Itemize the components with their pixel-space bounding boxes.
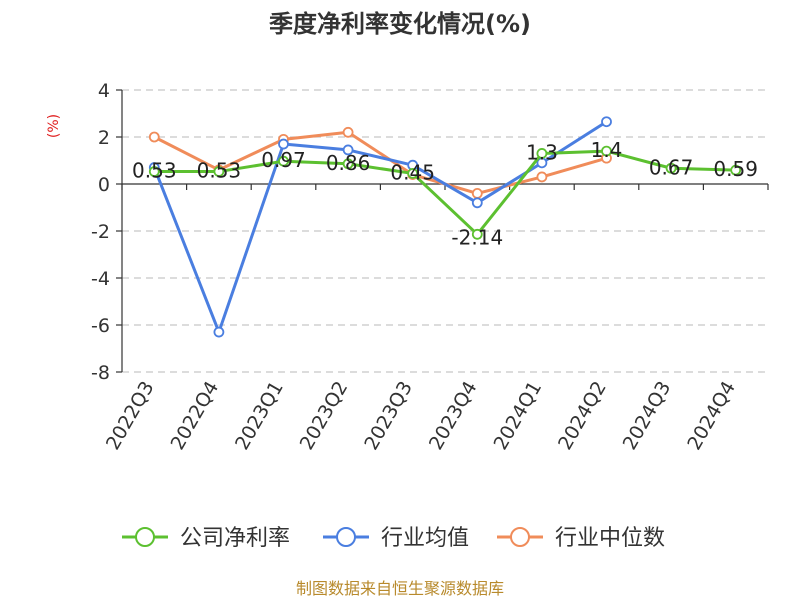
x-tick-label: 2023Q1: [231, 378, 288, 454]
series-line: [152, 120, 608, 334]
x-tick-label: 2023Q4: [425, 378, 482, 454]
legend-item: 公司净利率: [122, 526, 290, 551]
x-tick-label: 2024Q2: [554, 378, 611, 454]
data-point: [213, 326, 225, 338]
data-label: -2.14: [451, 225, 503, 249]
x-tick-label: 2022Q3: [102, 378, 159, 454]
data-label: 1.4: [591, 138, 623, 162]
data-point: [471, 228, 483, 240]
y-tick-label: -4: [91, 268, 110, 290]
chart-title: 季度净利率变化情况(%): [269, 10, 531, 38]
y-tick-label: -6: [91, 315, 110, 337]
data-point: [342, 144, 354, 156]
data-point: [342, 126, 354, 138]
data-point: [601, 116, 612, 128]
y-tick-label: 2: [98, 127, 110, 149]
legend-marker: [135, 527, 155, 547]
data-label: 0.67: [649, 155, 694, 179]
data-point: [407, 168, 419, 179]
y-tick-label: 4: [98, 80, 110, 102]
data-point: [536, 148, 548, 159]
data-point: [601, 145, 612, 157]
series-1: [148, 116, 612, 338]
data-label: 0.53: [197, 159, 242, 183]
x-tick-label: 2024Q3: [619, 378, 676, 454]
data-point: [342, 158, 354, 170]
data-point: [148, 166, 160, 177]
legend-label: 公司净利率: [180, 526, 290, 551]
y-tick-label: -2: [91, 221, 110, 243]
data-label: 0.97: [261, 148, 306, 172]
data-point: [471, 197, 483, 209]
legend-marker: [510, 527, 530, 547]
x-tick-label: 2024Q1: [489, 378, 546, 454]
series-line: [152, 149, 738, 236]
data-point: [471, 187, 483, 199]
series-layer: [148, 116, 742, 338]
y-axis-label: (%): [46, 114, 62, 138]
legend-label: 行业中位数: [555, 526, 665, 551]
y-tick-label: 0: [98, 174, 110, 196]
x-tick-label: 2024Q4: [683, 378, 740, 454]
data-point: [536, 171, 548, 183]
x-tick-label: 2023Q3: [360, 378, 417, 454]
data-point: [730, 164, 742, 176]
data-point: [148, 131, 160, 143]
y-tick-label: -8: [91, 362, 110, 384]
data-label: 0.59: [713, 157, 758, 181]
data-label: 0.45: [390, 160, 435, 184]
series-0: [148, 145, 742, 240]
data-point: [665, 162, 677, 174]
data-label: 1.3: [526, 140, 558, 164]
source-note: 制图数据来自恒生聚源数据库: [296, 579, 504, 598]
legend-marker: [336, 527, 356, 547]
data-label: 0.86: [326, 151, 371, 175]
legend-item: 行业均值: [323, 526, 469, 551]
legend-label: 行业均值: [381, 526, 469, 551]
data-labels: 0.53 0.53 0.97 0.86 0.45 -2.14 1.3 1.4 0.67 0.59: [132, 138, 758, 249]
x-tick-label: 2022Q4: [166, 378, 223, 454]
x-tick-label: 2023Q2: [296, 378, 353, 454]
series-line: [152, 130, 608, 195]
legend-item: 行业中位数: [497, 526, 665, 551]
data-label: 0.53: [132, 159, 177, 183]
data-point: [213, 166, 225, 177]
data-point: [278, 138, 289, 150]
data-point: [278, 155, 289, 167]
legend: 公司净利率 行业均值 行业中位数: [122, 526, 665, 551]
